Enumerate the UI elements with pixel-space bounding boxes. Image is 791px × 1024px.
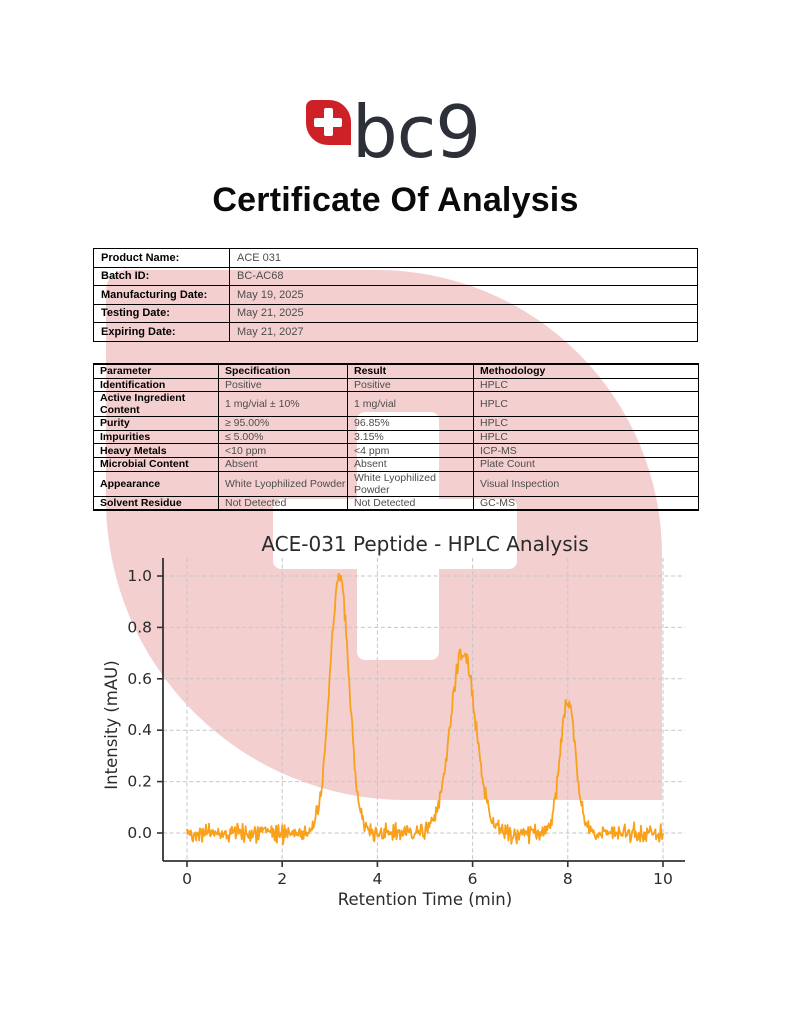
x-axis-label: Retention Time (min) bbox=[338, 890, 512, 909]
info-label: Testing Date: bbox=[93, 303, 230, 323]
spec-cell: ICP-MS bbox=[473, 443, 699, 458]
spec-column-header: Methodology bbox=[473, 362, 699, 379]
spec-column-header: Parameter bbox=[93, 362, 219, 379]
info-row: Manufacturing Date: May 19, 2025 bbox=[93, 285, 698, 305]
y-tick-label: 0.6 bbox=[127, 670, 152, 688]
chart-axes bbox=[162, 558, 685, 862]
brand-logo-text: bc9 bbox=[352, 90, 481, 174]
x-tick-label: 10 bbox=[653, 870, 673, 888]
spec-cell: GC-MS bbox=[473, 495, 699, 512]
swiss-cross-icon bbox=[273, 499, 517, 569]
spec-parameter: Appearance bbox=[93, 470, 219, 497]
spec-cell: 1 mg/vial ± 10% bbox=[218, 391, 348, 418]
spec-parameter: Active Ingredient Content bbox=[93, 391, 219, 418]
spec-results-table: Parameter Specification Result Methodology … bbox=[93, 362, 699, 512]
y-axis-label: Intensity (mAU) bbox=[102, 660, 121, 789]
info-row: Expiring Date: May 21, 2027 bbox=[93, 322, 698, 342]
swiss-cross-icon bbox=[324, 108, 333, 136]
spec-cell: Absent bbox=[347, 456, 474, 472]
spec-column-header: Specification bbox=[218, 362, 348, 379]
product-info-section: Product Name: ACE 031 Batch ID: BC-AC68 Manu… bbox=[93, 248, 698, 342]
x-tick-label: 6 bbox=[468, 870, 478, 888]
spec-column-header: Result bbox=[347, 362, 474, 379]
spec-row: Identification Positive Positive HPLC bbox=[93, 377, 699, 393]
spec-parameter: Solvent Residue bbox=[93, 495, 219, 512]
info-label: Manufacturing Date: bbox=[93, 285, 230, 305]
spec-cell: HPLC bbox=[473, 429, 699, 445]
chart-title: ACE-031 Peptide - HPLC Analysis bbox=[261, 532, 588, 556]
y-tick-label: 1.0 bbox=[127, 567, 152, 585]
spec-cell: Positive bbox=[218, 377, 348, 393]
info-value: BC-AC68 bbox=[229, 266, 698, 286]
product-info-table: Product Name: ACE 031 Batch ID: BC-AC68 Manu… bbox=[93, 248, 698, 342]
spec-cell: 3.15% bbox=[347, 429, 474, 445]
spec-cell: White Lyophilized Powder bbox=[218, 470, 348, 497]
spec-row: Active Ingredient Content 1 mg/vial ± 10%… bbox=[93, 391, 699, 418]
spec-header-row: Parameter Specification Result Methodology bbox=[93, 362, 699, 379]
y-tick-label: 0.2 bbox=[127, 773, 152, 791]
spec-results-section: Parameter Specification Result Methodology … bbox=[93, 362, 699, 512]
brand-leaf-icon bbox=[306, 100, 351, 145]
chromatogram-trace bbox=[186, 572, 664, 846]
chart-ticks bbox=[157, 575, 664, 867]
spec-cell: Not Detected bbox=[218, 495, 348, 512]
spec-row: Appearance White Lyophilized Powder White … bbox=[93, 470, 699, 497]
y-tick-label: 0.0 bbox=[127, 824, 152, 842]
info-label: Batch ID: bbox=[93, 266, 230, 286]
spec-cell: 1 mg/vial bbox=[347, 391, 474, 418]
chart-tick-labels: 0 2 4 6 8 10 0.0 0.2 0.4 0.6 0.8 1.0 bbox=[127, 567, 673, 888]
spec-cell: Absent bbox=[218, 456, 348, 472]
spec-cell: Not Detected bbox=[347, 495, 474, 512]
spec-cell: <10 ppm bbox=[218, 443, 348, 458]
spec-parameter: Microbial Content bbox=[93, 456, 219, 472]
info-value: ACE 031 bbox=[229, 248, 698, 268]
spec-row: Impurities ≤ 5.00% 3.15% HPLC bbox=[93, 429, 699, 445]
certificate-title: Certificate Of Analysis bbox=[212, 181, 579, 219]
info-value: May 21, 2025 bbox=[229, 303, 698, 323]
spec-cell: Plate Count bbox=[473, 456, 699, 472]
y-tick-label: 0.8 bbox=[127, 618, 152, 636]
info-row: Testing Date: May 21, 2025 bbox=[93, 303, 698, 323]
spec-parameter: Heavy Metals bbox=[93, 443, 219, 458]
spec-cell: ≥ 95.00% bbox=[218, 416, 348, 431]
spec-row: Heavy Metals <10 ppm <4 ppm ICP-MS bbox=[93, 443, 699, 458]
spec-cell: Visual Inspection bbox=[473, 470, 699, 497]
info-value: May 19, 2025 bbox=[229, 285, 698, 305]
spec-cell: <4 ppm bbox=[347, 443, 474, 458]
spec-cell: HPLC bbox=[473, 377, 699, 393]
hplc-chart: 0 2 4 6 8 10 0.0 0.2 0.4 0.6 0.8 1.0 ACE-031 Peptid… bbox=[102, 532, 685, 909]
info-row: Batch ID: BC-AC68 bbox=[93, 266, 698, 286]
spec-row: Purity ≥ 95.00% 96.85% HPLC bbox=[93, 416, 699, 431]
spec-cell: HPLC bbox=[473, 391, 699, 418]
x-tick-label: 4 bbox=[372, 870, 382, 888]
spec-cell: White Lyophilized Powder bbox=[347, 470, 474, 497]
spec-row: Solvent Residue Not Detected Not Detected G… bbox=[93, 495, 699, 512]
spec-cell: ≤ 5.00% bbox=[218, 429, 348, 445]
chart-gridlines bbox=[163, 558, 685, 861]
spec-cell: Positive bbox=[347, 377, 474, 393]
info-value: May 21, 2027 bbox=[229, 322, 698, 342]
info-label: Expiring Date: bbox=[93, 322, 230, 342]
spec-parameter: Identification bbox=[93, 377, 219, 393]
spec-parameter: Purity bbox=[93, 416, 219, 431]
spec-parameter: Impurities bbox=[93, 429, 219, 445]
spec-cell: HPLC bbox=[473, 416, 699, 431]
y-tick-label: 0.4 bbox=[127, 721, 152, 739]
spec-row: Microbial Content Absent Absent Plate Count bbox=[93, 456, 699, 472]
x-tick-label: 0 bbox=[182, 870, 192, 888]
info-label: Product Name: bbox=[93, 248, 230, 268]
x-tick-label: 2 bbox=[277, 870, 287, 888]
spec-cell: 96.85% bbox=[347, 416, 474, 431]
x-tick-label: 8 bbox=[563, 870, 573, 888]
info-row: Product Name: ACE 031 bbox=[93, 248, 698, 268]
